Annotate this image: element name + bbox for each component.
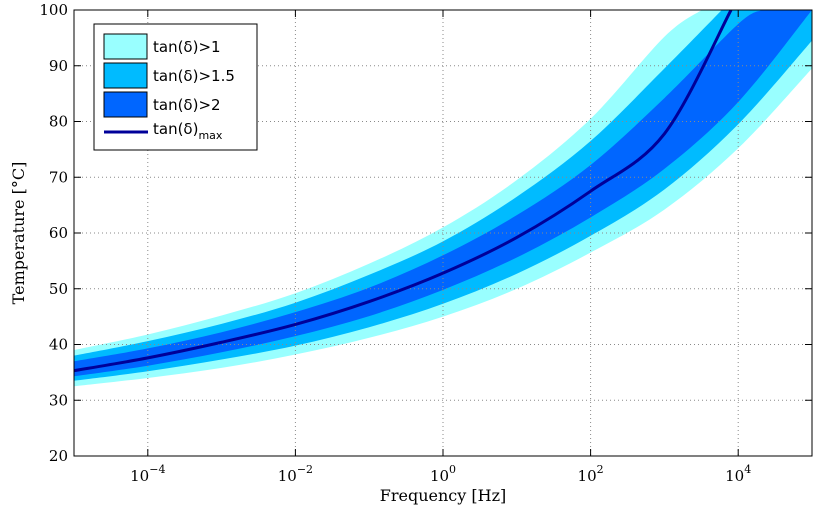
legend-label-line: tan(δ)max: [153, 120, 223, 142]
grid-group: [74, 10, 812, 456]
lines-group: [74, 10, 733, 373]
x-tick-base: 10: [578, 467, 597, 485]
band-area-band1: [74, 10, 812, 387]
x-tick-exponent: 0: [449, 463, 456, 476]
legend-label-band15: tan(δ)>1.5: [153, 67, 235, 85]
x-tick-label: 102: [578, 463, 604, 485]
legend-label-band2: tan(δ)>2: [153, 96, 221, 114]
y-tick-label: 30: [49, 391, 68, 409]
legend-label-band1: tan(δ)>1: [153, 38, 221, 56]
y-tick-label: 80: [49, 113, 68, 131]
x-tick-base: 10: [430, 467, 449, 485]
legend-line-sub: max: [198, 129, 222, 142]
x-tick-base: 10: [130, 467, 149, 485]
legend-line-base: tan(δ): [153, 120, 198, 138]
x-tick-base: 10: [725, 467, 744, 485]
y-tick-label: 70: [49, 168, 68, 186]
ticks-group: [74, 9, 812, 457]
x-tick-exponent: −2: [297, 463, 313, 476]
x-tick-exponent: 4: [744, 463, 751, 476]
x-tick-label: 10−4: [130, 463, 165, 485]
x-axis-title: Frequency [Hz]: [380, 486, 507, 505]
y-tick-label: 40: [49, 336, 68, 354]
y-tick-label: 90: [49, 57, 68, 75]
legend-swatch-band15: [103, 62, 148, 89]
legend-swatch-band2: [103, 91, 148, 118]
x-tick-base: 10: [278, 467, 297, 485]
legend-swatch-band1: [103, 33, 148, 60]
x-tick-exponent: 2: [597, 463, 604, 476]
x-tick-label: 104: [725, 463, 751, 485]
x-tick-exponent: −4: [149, 463, 165, 476]
y-tick-label: 50: [49, 280, 68, 298]
y-tick-label: 60: [49, 224, 68, 242]
x-tick-label: 100: [430, 463, 456, 485]
x-tick-label: 10−2: [278, 463, 313, 485]
y-tick-label: 20: [49, 447, 68, 465]
y-axis-title: Temperature [°C]: [9, 162, 28, 305]
series-line-tan-delta-max: [74, 10, 733, 373]
y-tick-label: 100: [39, 1, 68, 19]
legend: tan(δ)>1 tan(δ)>1.5 tan(δ)>2 tan(δ)max: [93, 23, 258, 151]
